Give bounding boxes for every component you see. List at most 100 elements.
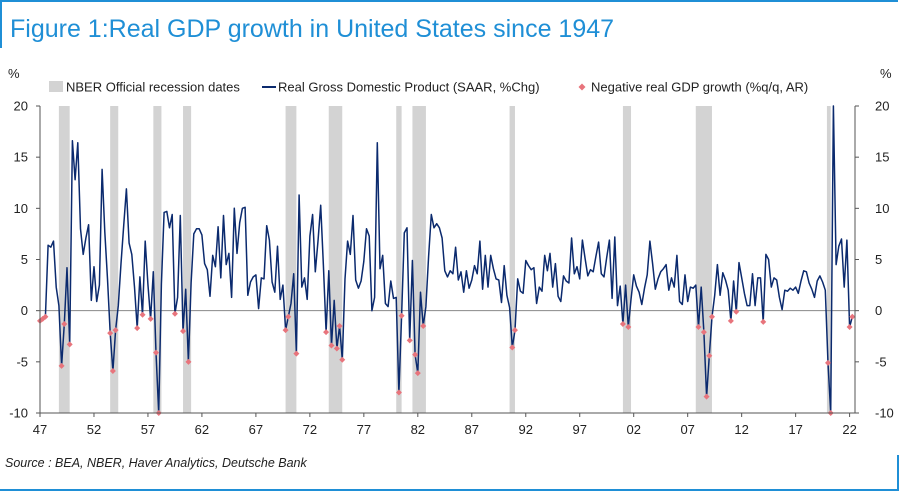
- x-tick-label: 47: [33, 422, 47, 437]
- negative-growth-marker: [42, 313, 49, 320]
- negative-growth-marker: [109, 368, 116, 375]
- negative-growth-marker: [825, 359, 832, 366]
- legend-swatch-recession: [49, 81, 63, 92]
- negative-growth-marker: [703, 393, 710, 400]
- recession-band: [110, 106, 119, 413]
- negative-growth-marker: [727, 317, 734, 324]
- negative-growth-marker: [846, 324, 853, 331]
- negative-growth-marker: [180, 328, 187, 335]
- negative-growth-marker: [328, 342, 335, 349]
- x-tick-label: 97: [573, 422, 587, 437]
- legend-label-negative: Negative real GDP growth (%q/q, AR): [591, 80, 808, 95]
- negative-growth-marker: [414, 370, 421, 377]
- negative-growth-marker: [134, 325, 141, 332]
- legend-label-recession: NBER Official recession dates: [66, 80, 240, 95]
- negative-growth-marker: [61, 320, 68, 327]
- frame-right-rule: [897, 455, 899, 491]
- negative-growth-marker: [285, 313, 292, 320]
- y-tick-label-right: 10: [875, 201, 889, 216]
- negative-growth-marker: [509, 344, 516, 351]
- negative-growth-marker: [185, 358, 192, 365]
- right-axis-unit: %: [880, 66, 892, 81]
- left-axis-unit: %: [8, 66, 20, 81]
- frame-bottom-rule: [0, 489, 899, 491]
- recession-band: [328, 106, 343, 413]
- x-tick-label: 82: [411, 422, 425, 437]
- recession-band: [412, 106, 426, 413]
- recession-band: [826, 106, 831, 413]
- legend-swatch-negative: [578, 83, 586, 91]
- y-tick-label-right: 20: [875, 99, 889, 114]
- negative-growth-marker: [398, 312, 405, 319]
- negative-growth-marker: [293, 350, 300, 357]
- y-tick-label-left: 0: [21, 303, 28, 318]
- gdp-series-line: [39, 105, 854, 414]
- x-tick-label: 67: [249, 422, 263, 437]
- negative-growth-marker: [139, 311, 146, 318]
- recession-band: [695, 106, 712, 413]
- recession-band: [285, 106, 297, 413]
- negative-growth-marker: [112, 327, 119, 334]
- negative-growth-marker: [153, 349, 160, 356]
- x-tick-label: 62: [195, 422, 209, 437]
- negative-growth-marker: [282, 327, 289, 334]
- negative-growth-marker: [171, 310, 178, 317]
- chart-title: Figure 1:Real GDP growth in United State…: [10, 15, 615, 43]
- y-tick-label-left: -5: [16, 354, 28, 369]
- negative-growth-marker: [107, 330, 114, 337]
- negative-growth-marker: [849, 313, 856, 320]
- recession-band: [153, 106, 162, 413]
- y-tick-label-right: -5: [875, 354, 887, 369]
- negative-growth-marker: [339, 356, 346, 363]
- y-tick-label-right: 15: [875, 150, 889, 165]
- x-tick-label: 72: [303, 422, 317, 437]
- negative-growth-marker: [511, 327, 518, 334]
- frame-top-rule: [0, 0, 898, 2]
- negative-growth-marker: [336, 323, 343, 330]
- y-tick-label-left: -10: [9, 406, 28, 421]
- negative-growth-marker: [406, 337, 413, 344]
- negative-growth-marker: [619, 320, 626, 327]
- axes: -10 -10 -5 -5 0 0 5 5 10 10 15 15 20 20 47 52 57 62 67 72 77…: [8, 66, 894, 437]
- y-tick-label-right: 5: [875, 252, 882, 267]
- negative-markers: [37, 308, 856, 416]
- negative-growth-marker: [700, 329, 707, 336]
- x-tick-label: 07: [680, 422, 694, 437]
- recession-band: [622, 106, 632, 413]
- source-note: Source : BEA, NBER, Haver Analytics, Deu…: [5, 456, 307, 470]
- y-tick-label-left: 10: [14, 201, 28, 216]
- negative-growth-marker: [395, 389, 402, 396]
- x-tick-label: 87: [465, 422, 479, 437]
- negative-growth-marker: [708, 313, 715, 320]
- gdp-line-group: [39, 105, 854, 414]
- x-tick-label: 52: [87, 422, 101, 437]
- frame-left-rule: [0, 0, 2, 48]
- x-tick-label: 12: [734, 422, 748, 437]
- x-tick-label: 17: [788, 422, 802, 437]
- negative-growth-marker: [333, 345, 340, 352]
- x-tick-label: 92: [519, 422, 533, 437]
- recession-band: [183, 106, 192, 413]
- legend: NBER Official recession dates Real Gross …: [49, 80, 808, 95]
- x-tick-label: 02: [626, 422, 640, 437]
- x-tick-label: 22: [842, 422, 856, 437]
- recession-bands: [58, 106, 831, 413]
- x-tick-label: 77: [357, 422, 371, 437]
- negative-growth-marker: [323, 329, 330, 336]
- negative-growth-marker: [695, 324, 702, 331]
- recession-band: [396, 106, 402, 413]
- negative-growth-marker: [625, 324, 632, 331]
- negative-growth-marker: [420, 323, 427, 330]
- negative-growth-marker: [66, 341, 73, 348]
- negative-growth-marker: [58, 362, 65, 369]
- x-tick-label: 57: [141, 422, 155, 437]
- y-tick-label-right: -10: [875, 406, 894, 421]
- negative-growth-marker: [733, 308, 740, 315]
- negative-growth-marker: [760, 318, 767, 325]
- y-tick-label-left: 20: [14, 99, 28, 114]
- recession-band: [509, 106, 515, 413]
- negative-growth-marker: [706, 352, 713, 359]
- legend-label-gdp: Real Gross Domestic Product (SAAR, %Chg): [278, 80, 540, 95]
- y-tick-label-left: 5: [21, 252, 28, 267]
